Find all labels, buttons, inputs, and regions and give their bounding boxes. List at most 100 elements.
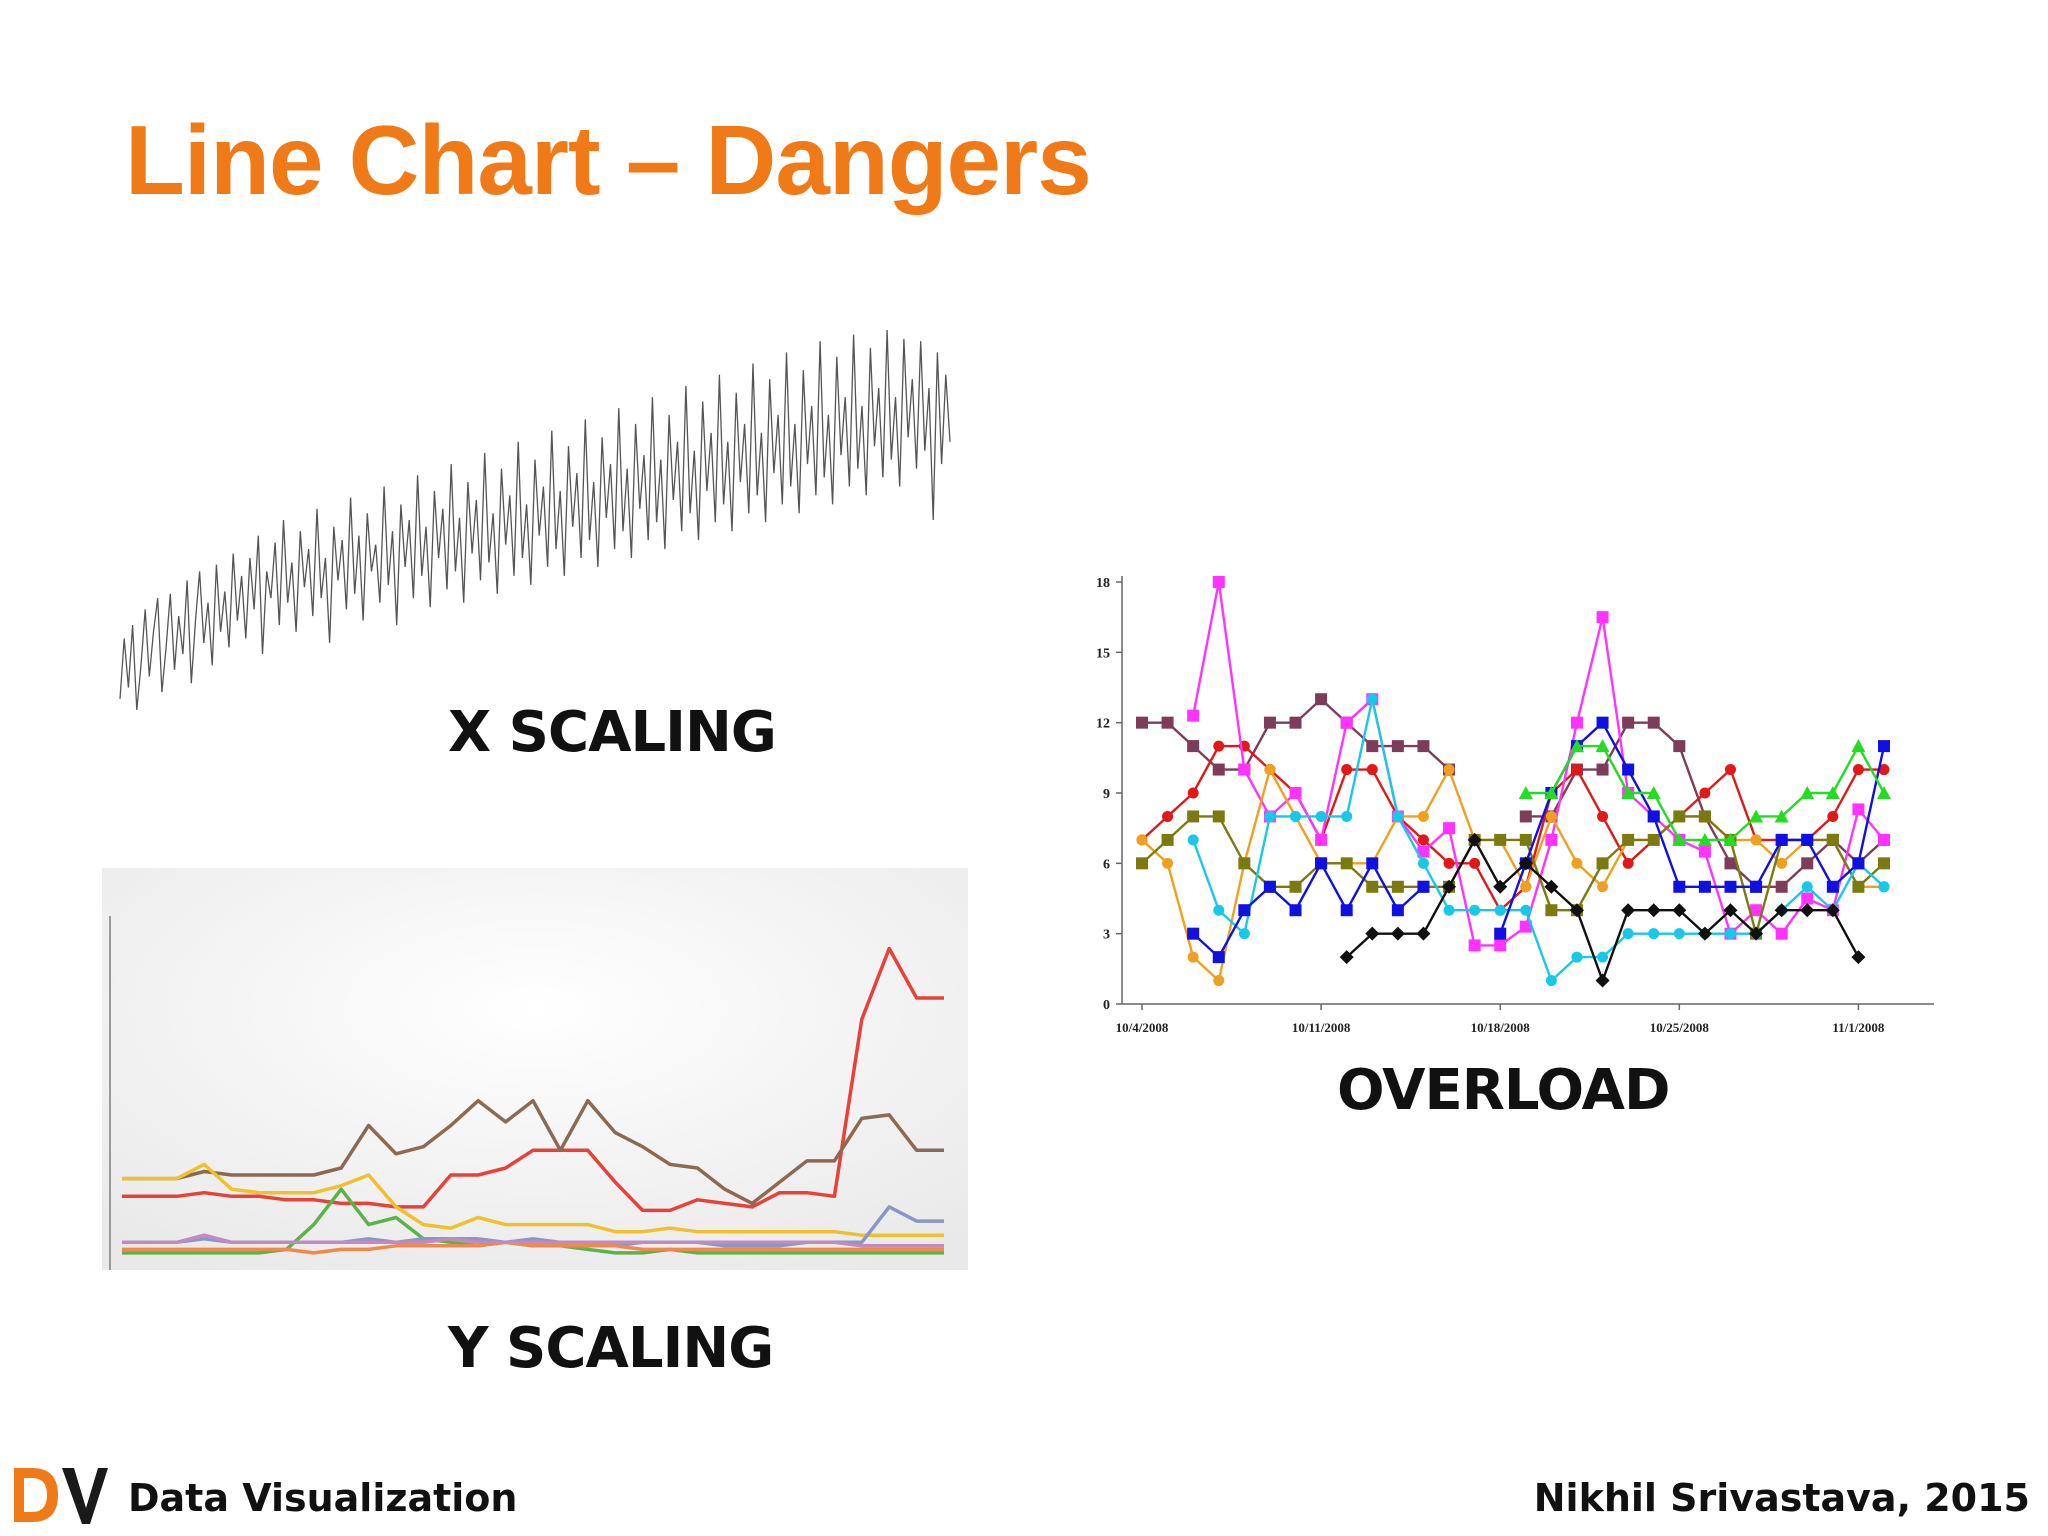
overload-series-4-point: [1826, 833, 1839, 846]
overload-series-0-point: [1212, 763, 1225, 776]
overload-series-6-point: [1340, 904, 1353, 917]
overload-series-4-point: [1238, 857, 1251, 870]
overload-y-tick-label: 18: [1096, 576, 1110, 591]
overload-series-6-point: [1417, 880, 1430, 893]
overload-series-2-point: [1878, 833, 1890, 846]
overload-series-2-point: [1750, 904, 1763, 917]
overload-series-3-point: [1443, 764, 1455, 776]
overload-series-0-point: [1161, 716, 1174, 729]
overload-series-7-point: [1697, 926, 1712, 941]
overload-series-7-point: [1365, 926, 1380, 941]
overload-series-0-point: [1289, 716, 1302, 729]
overload-series-6-point: [1289, 904, 1302, 917]
overload-plot: 0 3 6 9 12 15 18 10/4/2008 10/11/2008 10/18/2008 1…: [1096, 576, 1934, 1035]
overload-series-6-point: [1622, 763, 1635, 776]
overload-series-7-point: [1467, 832, 1482, 847]
overload-series-7-point: [1774, 903, 1789, 918]
overload-series-1-point: [1827, 810, 1839, 822]
overload-series-8-point: [1621, 786, 1636, 799]
overload-series-1-point: [1852, 764, 1864, 776]
overload-series-8-point: [1646, 786, 1661, 799]
overload-series-4-point: [1852, 880, 1865, 893]
overload-series-3-point: [1417, 810, 1429, 822]
overload-series-2-point: [1596, 611, 1609, 624]
overload-series-0-point: [1187, 740, 1200, 753]
overload-series-7-point: [1595, 973, 1610, 988]
overload-series-1-point: [1187, 787, 1199, 799]
overload-y-tick-label: 6: [1103, 857, 1110, 872]
overload-series-2-point: [1519, 920, 1532, 933]
overload-series-5-point: [1597, 951, 1609, 963]
overload-series-5-point: [1238, 928, 1250, 940]
overload-series-7-point: [1416, 926, 1431, 941]
overload-series-2-point: [1545, 833, 1558, 846]
y-scaling-chart: [102, 868, 968, 1270]
overload-series-7-point: [1493, 879, 1508, 894]
overload-caption: OVERLOAD: [1337, 1058, 1670, 1123]
overload-x-tick-label: 10/18/2008: [1471, 1020, 1531, 1035]
overload-series-6-point: [1596, 716, 1609, 729]
overload-series-6-point: [1698, 880, 1711, 893]
overload-series-8-point: [1774, 809, 1789, 823]
overload-series-8-point: [1825, 786, 1840, 799]
overload-series-4-point: [1519, 833, 1532, 846]
overload-series-5-point: [1622, 928, 1634, 940]
y-scaling-series-line-6: [122, 1233, 944, 1248]
overload-series-0-point: [1366, 740, 1379, 753]
overload-series-0-point: [1673, 740, 1686, 753]
overload-series-1-point: [1622, 857, 1634, 869]
overload-series-3-point: [1571, 857, 1583, 869]
overload-series-6-point: [1878, 740, 1890, 753]
overload-series-2-point: [1340, 716, 1353, 729]
overload-series-6-point: [1263, 880, 1276, 893]
overload-series-6-point: [1673, 880, 1686, 893]
overload-series-0-point: [1596, 763, 1609, 776]
overload-series-6-point: [1366, 857, 1379, 870]
overload-series-0-point: [1315, 693, 1328, 706]
overload-series-4-point: [1340, 857, 1353, 870]
overload-series-7-point: [1390, 926, 1405, 941]
overload-series-7-point: [1569, 903, 1584, 918]
overload-series-3-point: [1750, 834, 1762, 846]
overload-series-2-point: [1212, 576, 1225, 588]
overload-series-3-point: [1162, 857, 1174, 869]
overload-series-5-point: [1469, 904, 1481, 916]
overload-series-0-point: [1801, 857, 1814, 870]
overload-series-0-point: [1136, 716, 1148, 729]
overload-series-0-point: [1519, 810, 1532, 823]
overload-series-4-point: [1673, 810, 1686, 823]
overload-series-7-point: [1518, 856, 1533, 871]
overload-series-4-point: [1136, 857, 1148, 870]
overload-series-8-point: [1518, 786, 1533, 799]
overload-series-2-point: [1468, 939, 1481, 952]
overload-series-8-point: [1595, 739, 1610, 753]
dv-logo-d: [14, 1468, 58, 1522]
overload-series-5-point: [1213, 904, 1225, 916]
overload-series-2-point: [1238, 763, 1251, 776]
overload-series-4-point: [1494, 833, 1507, 846]
overload-series-5-point: [1417, 857, 1429, 869]
overload-series-7-point: [1442, 879, 1457, 894]
overload-x-tick-label: 10/11/2008: [1292, 1020, 1351, 1035]
overload-series-5-point: [1878, 881, 1890, 893]
overload-series-1-point: [1724, 764, 1736, 776]
overload-x-tick-label: 10/4/2008: [1116, 1020, 1169, 1035]
overload-series-3-point: [1520, 881, 1532, 893]
overload-series-2-point: [1289, 787, 1302, 799]
overload-series-0-point: [1391, 740, 1404, 753]
overload-series-1-point: [1417, 834, 1429, 846]
overload-y-tick-label: 9: [1103, 787, 1110, 802]
slide-title: Line Chart – Dangers: [125, 105, 1092, 215]
overload-series-2-point: [1698, 845, 1711, 858]
overload-series-5-point: [1443, 904, 1455, 916]
overload-series-8-point: [1544, 786, 1559, 799]
overload-series-4-point: [1391, 880, 1404, 893]
overload-series-7-point: [1723, 903, 1738, 918]
overload-series-1-point: [1699, 787, 1711, 799]
overload-series-0-point: [1724, 857, 1737, 870]
overload-series-3-point: [1264, 764, 1276, 776]
overload-series-4-point: [1545, 904, 1558, 917]
overload-series-2-point: [1852, 803, 1865, 816]
overload-series-2-point: [1315, 833, 1328, 846]
overload-series-7-point: [1800, 903, 1815, 918]
